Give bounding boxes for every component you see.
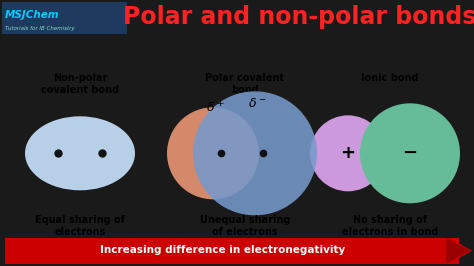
- Circle shape: [310, 115, 386, 191]
- Text: Unequal sharing
of electrons: Unequal sharing of electrons: [200, 215, 290, 237]
- Ellipse shape: [25, 116, 135, 190]
- Text: Non-polar
covalent bond: Non-polar covalent bond: [41, 73, 119, 95]
- Text: No sharing of
electrons in bond: No sharing of electrons in bond: [342, 215, 438, 237]
- Text: Increasing difference in electronegativity: Increasing difference in electronegativi…: [100, 245, 346, 255]
- Circle shape: [167, 107, 259, 199]
- Text: Equal sharing of
electrons: Equal sharing of electrons: [35, 215, 125, 237]
- FancyBboxPatch shape: [2, 2, 127, 34]
- Text: Ionic bond: Ionic bond: [361, 73, 419, 83]
- Text: MSJChem: MSJChem: [5, 10, 60, 20]
- Text: −: −: [402, 144, 418, 162]
- Bar: [5, 238, 459, 264]
- Text: Polar covalent
bond: Polar covalent bond: [206, 73, 284, 95]
- Text: $\delta^+$: $\delta^+$: [206, 100, 224, 115]
- Circle shape: [360, 103, 460, 203]
- Text: Tutorials for IB Chemistry: Tutorials for IB Chemistry: [5, 26, 74, 31]
- Text: $\delta^-$: $\delta^-$: [248, 97, 266, 110]
- Text: Polar and non-polar bonds: Polar and non-polar bonds: [123, 5, 474, 29]
- Polygon shape: [446, 238, 470, 264]
- Polygon shape: [449, 238, 472, 264]
- Circle shape: [193, 91, 317, 215]
- Text: +: +: [340, 144, 356, 162]
